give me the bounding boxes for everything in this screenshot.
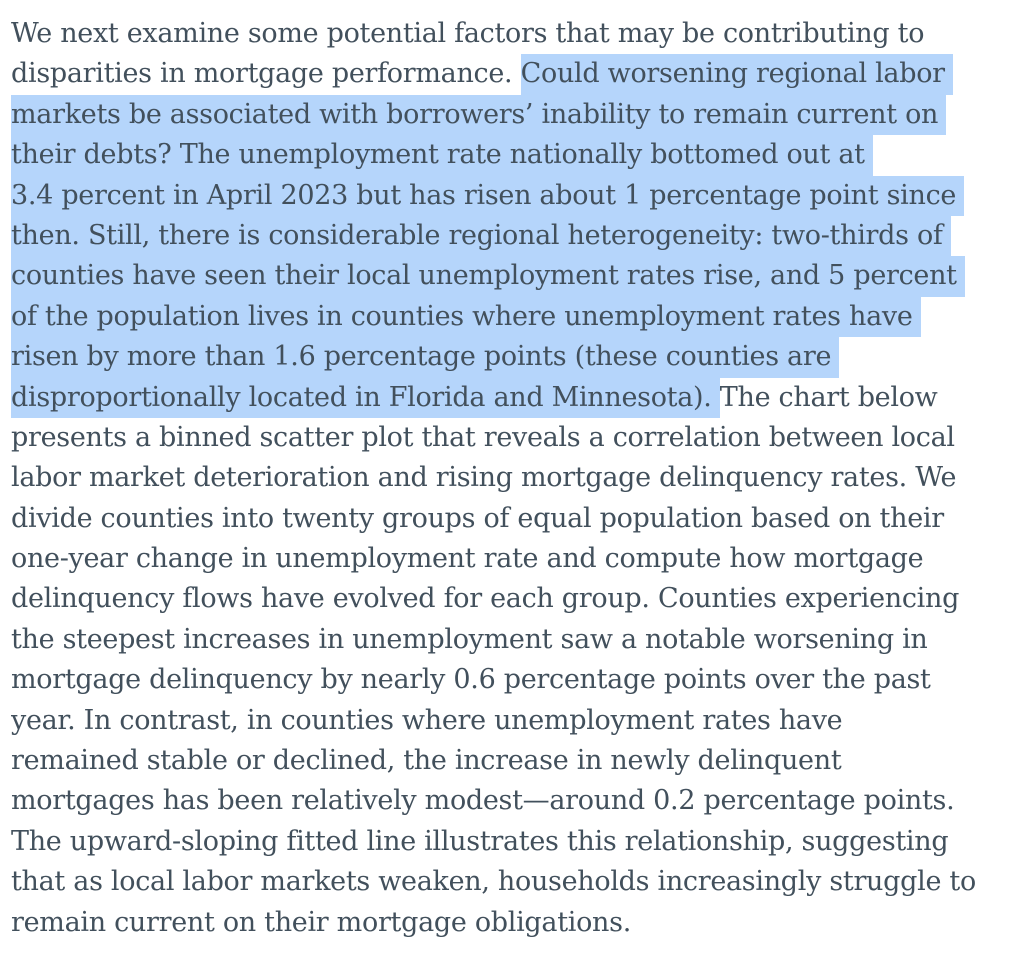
selected-text-segment: risen by more than 1.6 percentage points… <box>11 337 840 378</box>
text-line: presents a binned scatter plot that reve… <box>11 418 1013 458</box>
text-line: risen by more than 1.6 percentage points… <box>11 337 1013 378</box>
selected-text-segment: their debts? The unemployment rate natio… <box>11 135 873 176</box>
text-segment: mortgage delinquency by nearly 0.6 perce… <box>11 664 931 696</box>
text-line: that as local labor markets weaken, hous… <box>11 862 1013 902</box>
text-line: remain current on their mortgage obligat… <box>11 903 1013 943</box>
text-line: mortgages has been relatively modest—aro… <box>11 781 1013 821</box>
text-segment: year. In contrast, in counties where une… <box>11 704 843 736</box>
selected-text-segment: Could worsening regional labor <box>520 54 954 95</box>
text-line: disproportionally located in Florida and… <box>11 377 1013 418</box>
text-line: their debts? The unemployment rate natio… <box>11 135 1013 176</box>
text-line: the steepest increases in unemployment s… <box>11 620 1013 660</box>
text-segment: that as local labor markets weaken, hous… <box>11 866 976 898</box>
text-segment: The upward-sloping fitted line illustrat… <box>11 825 949 857</box>
text-line: labor market deterioration and rising mo… <box>11 458 1013 498</box>
text-line: then. Still, there is considerable regio… <box>11 215 1013 257</box>
text-line: disparities in mortgage performance. Cou… <box>11 54 1013 95</box>
selected-text-segment: markets be associated with borrowers’ in… <box>11 94 947 136</box>
text-segment: delinquency flows have evolved for each … <box>11 583 960 615</box>
text-segment: disparities in mortgage performance. <box>11 58 521 90</box>
paragraph: We next examine some potential factors t… <box>11 14 1013 943</box>
selected-text-segment: disproportionally located in Florida and… <box>11 377 720 418</box>
text-line: delinquency flows have evolved for each … <box>11 579 1013 619</box>
text-line: The upward-sloping fitted line illustrat… <box>11 822 1013 862</box>
text-line: markets be associated with borrowers’ in… <box>11 94 1013 136</box>
text-line: of the population lives in counties wher… <box>11 296 1013 338</box>
text-line: remained stable or declined, the increas… <box>11 741 1013 781</box>
text-segment: remain current on their mortgage obligat… <box>11 906 631 938</box>
text-segment: one-year change in unemployment rate and… <box>11 543 924 575</box>
text-segment: remained stable or declined, the increas… <box>11 745 842 777</box>
text-segment: the steepest increases in unemployment s… <box>11 623 928 655</box>
text-segment: The chart below <box>719 381 938 413</box>
selected-text-segment: 3.4 percent in April 2023 but has risen … <box>11 175 965 216</box>
text-segment: We next examine some potential factors t… <box>11 18 925 49</box>
text-segment: labor market deterioration and rising mo… <box>11 462 957 494</box>
text-line: mortgage delinquency by nearly 0.6 perce… <box>11 660 1013 700</box>
text-line: year. In contrast, in counties where une… <box>11 701 1013 741</box>
selected-text-segment: then. Still, there is considerable regio… <box>11 215 951 257</box>
text-line: 3.4 percent in April 2023 but has risen … <box>11 175 1013 216</box>
text-line: divide counties into twenty groups of eq… <box>11 499 1013 539</box>
text-segment: mortgages has been relatively modest—aro… <box>11 785 955 817</box>
text-segment: divide counties into twenty groups of eq… <box>11 502 944 534</box>
text-line: one-year change in unemployment rate and… <box>11 539 1013 579</box>
text-segment: presents a binned scatter plot that reve… <box>11 421 955 453</box>
text-line: We next examine some potential factors t… <box>11 14 1013 54</box>
selected-text-segment: counties have seen their local unemploym… <box>11 256 966 297</box>
selected-text-segment: of the population lives in counties wher… <box>11 296 921 338</box>
text-line: counties have seen their local unemploym… <box>11 256 1013 297</box>
